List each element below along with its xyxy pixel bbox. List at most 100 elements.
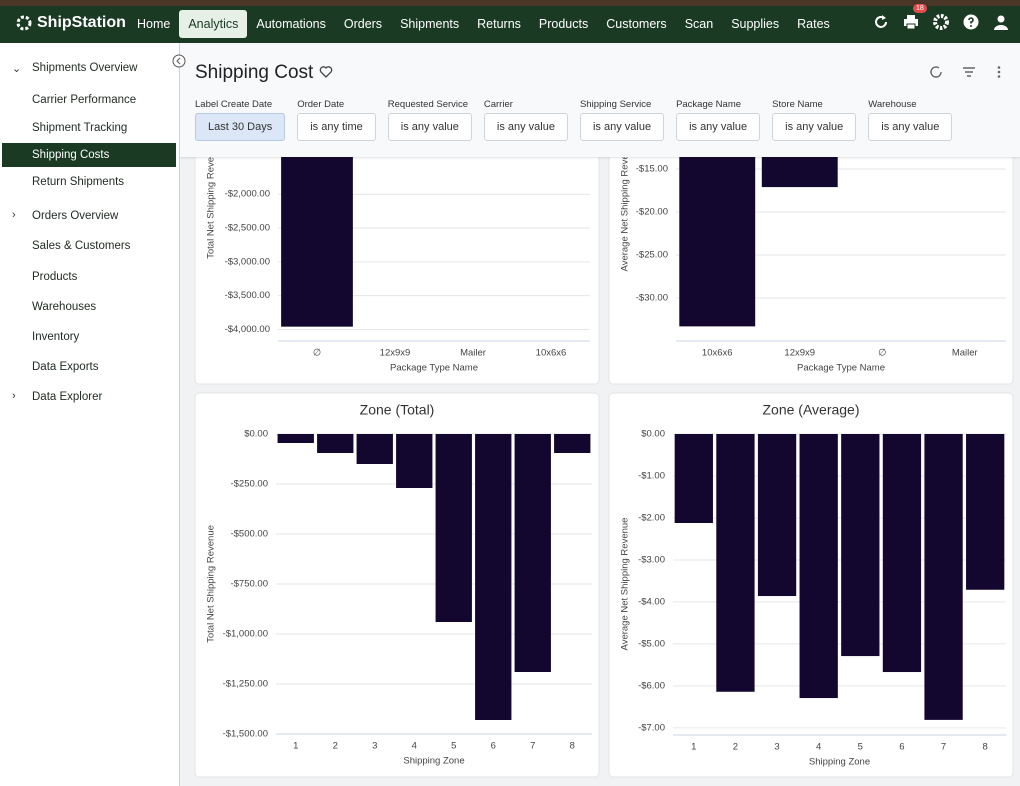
filter-label: Shipping Service (579, 99, 652, 110)
filter-label: Warehouse (868, 99, 917, 110)
x-tick-label: 4 (816, 742, 821, 753)
x-tick-label: 6 (899, 742, 904, 753)
x-tick-label: 7 (941, 742, 946, 753)
sidebar-group[interactable]: Orders Overview (32, 210, 119, 222)
sidebar-item[interactable]: Inventory (32, 331, 80, 343)
filter-label: Requested Service (387, 99, 469, 110)
filter-label: Carrier (483, 99, 513, 110)
x-tick-label: Mailer (460, 348, 486, 359)
x-tick-label: ∅ (313, 348, 321, 359)
bar (317, 434, 354, 453)
x-tick-label: 8 (983, 742, 988, 753)
favorite-button[interactable] (319, 65, 333, 78)
sidebar-item[interactable]: Data Exports (32, 361, 99, 373)
title-text: Shipping Cost (195, 62, 314, 83)
x-axis-label: Shipping Zone (403, 756, 464, 767)
sidebar-item[interactable]: Shipping Costs (2, 143, 176, 167)
nav-item[interactable]: Customers (606, 17, 667, 31)
filter-value[interactable]: is any value (483, 113, 568, 141)
nav: Home Analytics Automations Orders Shipme… (128, 10, 839, 38)
bar (757, 434, 797, 597)
nav-item[interactable]: Orders (343, 17, 383, 31)
nav-item[interactable]: Shipments (400, 17, 460, 31)
x-axis-label: Package Type Name (390, 363, 478, 374)
bar (799, 434, 838, 699)
sidebar-item[interactable]: Products (32, 271, 78, 283)
x-tick-label: 6 (491, 741, 496, 752)
y-tick-label: -$25.00 (636, 250, 668, 261)
account-button[interactable] (992, 13, 1010, 31)
y-tick-label: -$30.00 (636, 293, 668, 304)
filter-bar: Label Create Date Last 30 Days Order Date i… (195, 99, 953, 141)
x-axis-label: Package Type Name (797, 363, 885, 374)
nav-item[interactable]: Products (538, 17, 589, 31)
filter-value[interactable]: is any value (579, 113, 665, 141)
reload-button[interactable] (930, 66, 942, 78)
nav-item[interactable]: Rates (797, 17, 830, 31)
dashboard-header: Shipping Cost Label Create Date Last 30 D… (180, 43, 1020, 157)
y-tick-label: -$6.00 (638, 680, 665, 691)
bar (882, 434, 922, 673)
chart: Zone (Total) $0.00 -$250.00 -$500.00 -$750.0… (194, 392, 600, 778)
y-tick-label: -$3.00 (638, 554, 665, 565)
bar (924, 434, 963, 720)
sidebar-item[interactable]: Return Shipments (32, 176, 125, 188)
filter: Shipping Service is any value (579, 99, 665, 141)
nav-item[interactable]: Analytics (179, 10, 248, 38)
bar (966, 434, 1005, 590)
nav-item[interactable]: Supplies (731, 17, 780, 31)
filter-value[interactable]: Last 30 Days (195, 113, 286, 141)
x-tick-label: 4 (412, 741, 417, 752)
bar (396, 434, 433, 488)
filter-label: Store Name (772, 99, 823, 110)
x-tick-label: 2 (733, 742, 738, 753)
settings-button[interactable] (932, 13, 950, 31)
toolbar (872, 13, 1010, 31)
help-button[interactable] (962, 13, 980, 31)
y-axis-label: Average Net Shipping Revenue (620, 518, 631, 651)
y-tick-label: -$4.00 (638, 596, 665, 607)
nav-item[interactable]: Automations (256, 17, 326, 31)
sidebar-item[interactable]: Sales & Customers (32, 240, 131, 252)
filter-value[interactable]: is any value (868, 113, 953, 141)
filter-value[interactable]: is any time (297, 113, 376, 141)
bar (761, 157, 838, 188)
y-tick-label: -$15.00 (636, 164, 668, 175)
filter-label: Package Name (676, 99, 742, 110)
y-axis-label: Total Net Shipping Revenue (206, 525, 217, 643)
y-tick-label: -$7.00 (638, 722, 665, 733)
sidebar-group[interactable]: Shipments Overview (32, 62, 138, 74)
refresh-button[interactable] (872, 13, 890, 31)
chart-title: Zone (Average) (762, 402, 859, 418)
y-tick-label: $0.00 (641, 429, 665, 440)
top-bar: ShipStation Home Analytics Automations O… (0, 0, 1020, 43)
filter-label: Order Date (297, 99, 345, 110)
sidebar-group[interactable]: Data Explorer (32, 391, 103, 403)
y-tick-label: -$500.00 (230, 529, 268, 540)
filter: Requested Service is any value (387, 99, 472, 141)
menu-button[interactable] (997, 66, 1001, 78)
filter-button[interactable] (963, 67, 975, 77)
collapse-button[interactable] (172, 54, 186, 68)
logo[interactable]: ShipStation (16, 14, 126, 32)
nav-item[interactable]: Returns (477, 17, 521, 31)
x-tick-label: 3 (372, 741, 377, 752)
chart-title: Zone (Total) (360, 402, 435, 418)
filter: Order Date is any time (297, 99, 376, 141)
filter-value[interactable]: is any value (772, 113, 857, 141)
filter-value[interactable]: is any value (387, 113, 472, 141)
y-tick-label: -$1,500.00 (223, 729, 268, 740)
bar (277, 434, 314, 443)
sidebar-item[interactable]: Warehouses (32, 301, 97, 313)
y-axis-label: Total Net Shipping Revenue (206, 141, 217, 259)
sidebar-item[interactable]: Carrier Performance (32, 94, 137, 106)
nav-item[interactable]: Home (137, 17, 171, 31)
x-tick-label: 10x6x6 (536, 348, 567, 359)
print-button[interactable] (902, 13, 920, 31)
chevron-right: › (12, 390, 16, 402)
filter-value[interactable]: is any value (676, 113, 761, 141)
x-tick-label: 7 (530, 741, 535, 752)
nav-item[interactable]: Scan (684, 17, 714, 31)
sidebar-item[interactable]: Shipment Tracking (32, 122, 128, 134)
y-tick-label: -$2.00 (638, 512, 665, 523)
